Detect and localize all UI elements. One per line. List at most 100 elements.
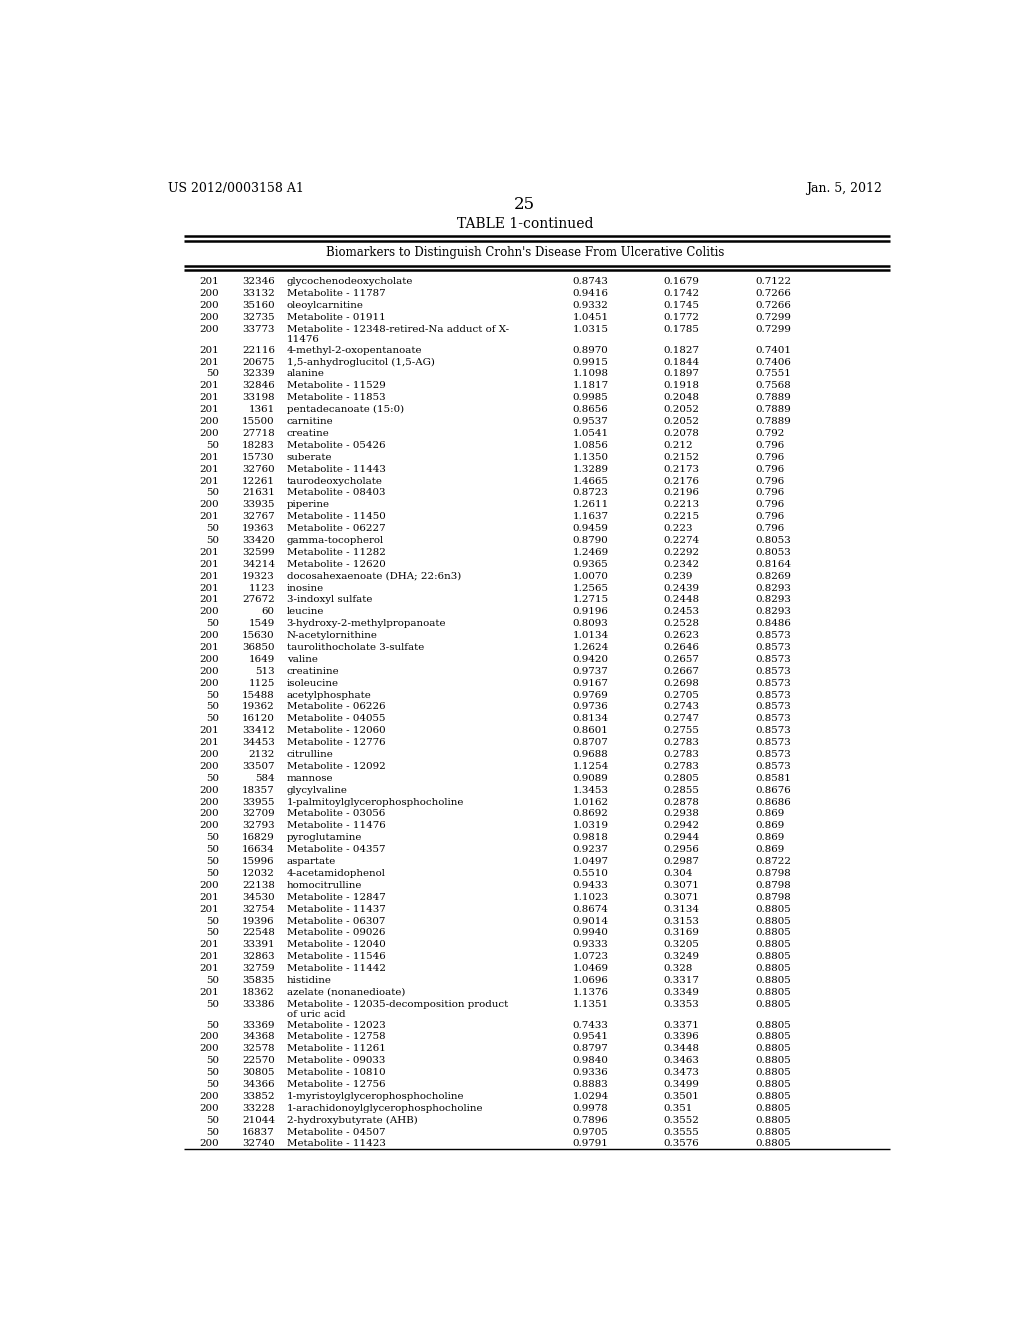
Text: US 2012/0003158 A1: US 2012/0003158 A1	[168, 182, 303, 195]
Text: 0.2173: 0.2173	[664, 465, 699, 474]
Text: 1.2611: 1.2611	[572, 500, 608, 510]
Text: 0.7122: 0.7122	[755, 277, 792, 286]
Text: 201: 201	[200, 405, 219, 414]
Text: 1.0451: 1.0451	[572, 313, 608, 322]
Text: 32346: 32346	[242, 277, 274, 286]
Text: 0.9459: 0.9459	[572, 524, 608, 533]
Text: 50: 50	[206, 999, 219, 1008]
Text: 0.8790: 0.8790	[572, 536, 608, 545]
Text: 0.8722: 0.8722	[755, 857, 791, 866]
Text: 0.8573: 0.8573	[755, 643, 791, 652]
Text: 0.9915: 0.9915	[572, 358, 608, 367]
Text: 0.1897: 0.1897	[664, 370, 699, 379]
Text: 0.8573: 0.8573	[755, 690, 791, 700]
Text: 200: 200	[200, 797, 219, 807]
Text: 0.8573: 0.8573	[755, 631, 791, 640]
Text: 200: 200	[200, 301, 219, 310]
Text: 1.0315: 1.0315	[572, 325, 608, 334]
Text: 0.2453: 0.2453	[664, 607, 699, 616]
Text: 0.2623: 0.2623	[664, 631, 699, 640]
Text: 1.0541: 1.0541	[572, 429, 608, 438]
Text: 50: 50	[206, 690, 219, 700]
Text: aspartate: aspartate	[287, 857, 336, 866]
Text: 200: 200	[200, 785, 219, 795]
Text: 0.8134: 0.8134	[572, 714, 608, 723]
Text: 0.2052: 0.2052	[664, 405, 699, 414]
Text: 0.8805: 0.8805	[755, 1127, 791, 1137]
Text: Metabolite - 11261: Metabolite - 11261	[287, 1044, 386, 1053]
Text: Metabolite - 11546: Metabolite - 11546	[287, 952, 385, 961]
Text: alanine: alanine	[287, 370, 325, 379]
Text: Metabolite - 11853: Metabolite - 11853	[287, 393, 385, 403]
Text: 19362: 19362	[242, 702, 274, 711]
Text: Metabolite - 12023: Metabolite - 12023	[287, 1020, 385, 1030]
Text: Metabolite - 03056: Metabolite - 03056	[287, 809, 385, 818]
Text: N-acetylornithine: N-acetylornithine	[287, 631, 378, 640]
Text: 22138: 22138	[242, 880, 274, 890]
Text: 32339: 32339	[243, 370, 274, 379]
Text: 0.796: 0.796	[755, 488, 784, 498]
Text: 200: 200	[200, 1032, 219, 1041]
Text: Metabolite - 09033: Metabolite - 09033	[287, 1056, 385, 1065]
Text: 0.8805: 0.8805	[755, 940, 791, 949]
Text: 1.0497: 1.0497	[572, 857, 608, 866]
Text: 0.1844: 0.1844	[664, 358, 699, 367]
Text: 0.8573: 0.8573	[755, 738, 791, 747]
Text: 1649: 1649	[249, 655, 274, 664]
Text: 1.1351: 1.1351	[572, 999, 608, 1008]
Text: citrulline: citrulline	[287, 750, 334, 759]
Text: Metabolite - 10810: Metabolite - 10810	[287, 1068, 385, 1077]
Text: 0.8805: 0.8805	[755, 1139, 791, 1148]
Text: 201: 201	[200, 940, 219, 949]
Text: 50: 50	[206, 524, 219, 533]
Text: piperine: piperine	[287, 500, 330, 510]
Text: 0.9818: 0.9818	[572, 833, 608, 842]
Text: 60: 60	[262, 607, 274, 616]
Text: 0.7266: 0.7266	[755, 301, 791, 310]
Text: 33773: 33773	[243, 325, 274, 334]
Text: 0.869: 0.869	[755, 833, 784, 842]
Text: 201: 201	[200, 904, 219, 913]
Text: Metabolite - 11476: Metabolite - 11476	[287, 821, 385, 830]
Text: 0.3349: 0.3349	[664, 987, 699, 997]
Text: 0.9541: 0.9541	[572, 1032, 608, 1041]
Text: 1.0162: 1.0162	[572, 797, 608, 807]
Text: 0.796: 0.796	[755, 465, 784, 474]
Text: 0.869: 0.869	[755, 845, 784, 854]
Text: 0.9365: 0.9365	[572, 560, 608, 569]
Text: 0.2698: 0.2698	[664, 678, 699, 688]
Text: 0.2783: 0.2783	[664, 750, 699, 759]
Text: suberate: suberate	[287, 453, 332, 462]
Text: 1.1350: 1.1350	[572, 453, 608, 462]
Text: 32578: 32578	[243, 1044, 274, 1053]
Text: 1.4665: 1.4665	[572, 477, 608, 486]
Text: 0.1772: 0.1772	[664, 313, 699, 322]
Text: 0.3448: 0.3448	[664, 1044, 699, 1053]
Text: 0.8805: 0.8805	[755, 916, 791, 925]
Text: Metabolite - 12348-retired-Na adduct of X-: Metabolite - 12348-retired-Na adduct of …	[287, 325, 509, 334]
Text: 0.9537: 0.9537	[572, 417, 608, 426]
Text: 0.2667: 0.2667	[664, 667, 699, 676]
Text: 1.1376: 1.1376	[572, 987, 608, 997]
Text: 0.2439: 0.2439	[664, 583, 699, 593]
Text: 0.8676: 0.8676	[755, 785, 791, 795]
Text: 22570: 22570	[242, 1056, 274, 1065]
Text: 0.8674: 0.8674	[572, 904, 608, 913]
Text: leucine: leucine	[287, 607, 324, 616]
Text: 50: 50	[206, 928, 219, 937]
Text: 4-acetamidophenol: 4-acetamidophenol	[287, 869, 386, 878]
Text: 0.8293: 0.8293	[755, 607, 791, 616]
Text: 0.2152: 0.2152	[664, 453, 699, 462]
Text: 0.223: 0.223	[664, 524, 693, 533]
Text: 33391: 33391	[243, 940, 274, 949]
Text: 201: 201	[200, 346, 219, 355]
Text: 201: 201	[200, 393, 219, 403]
Text: glycylvaline: glycylvaline	[287, 785, 347, 795]
Text: Metabolite - 11450: Metabolite - 11450	[287, 512, 385, 521]
Text: 33420: 33420	[242, 536, 274, 545]
Text: Metabolite - 12847: Metabolite - 12847	[287, 892, 385, 902]
Text: 0.2878: 0.2878	[664, 797, 699, 807]
Text: 200: 200	[200, 1139, 219, 1148]
Text: 201: 201	[200, 477, 219, 486]
Text: 201: 201	[200, 964, 219, 973]
